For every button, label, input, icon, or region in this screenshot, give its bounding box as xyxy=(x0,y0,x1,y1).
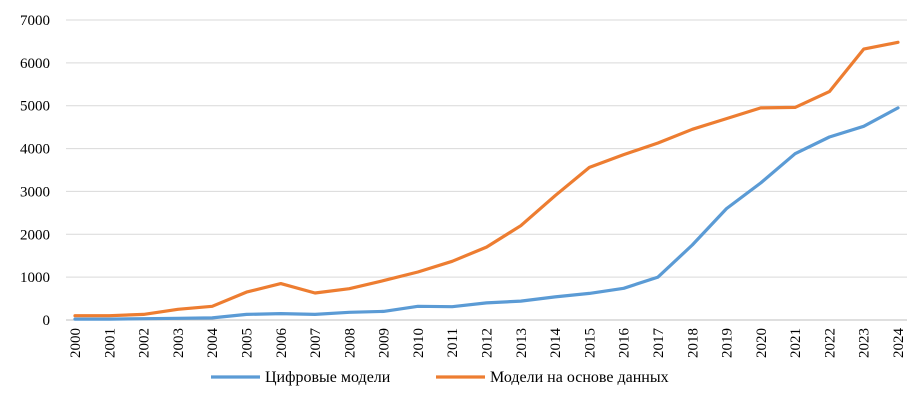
x-tick-label: 2004 xyxy=(205,328,221,359)
x-tick-label: 2012 xyxy=(480,328,496,358)
x-tick-label: 2016 xyxy=(617,328,633,359)
x-tick-label: 2021 xyxy=(788,328,804,358)
y-tick-label: 0 xyxy=(43,313,51,329)
x-axis-tick-labels: 2000 2001 2002 2003 2004 2005 2006 2007 2008 2009… xyxy=(68,328,907,359)
x-tick-label: 2022 xyxy=(822,328,838,358)
y-tick-label: 1000 xyxy=(20,270,50,286)
y-tick-label: 6000 xyxy=(20,56,50,72)
x-tick-label: 2000 xyxy=(68,328,84,358)
y-tick-label: 3000 xyxy=(20,184,50,200)
series-line-1 xyxy=(73,40,900,318)
x-tick-label: 2013 xyxy=(514,328,530,358)
x-tick-label: 2005 xyxy=(239,328,255,358)
x-tick-label: 2008 xyxy=(342,328,358,358)
x-tick-label: 2024 xyxy=(891,328,907,359)
x-tick-label: 2009 xyxy=(377,328,393,358)
legend-label-digital-models: Цифровые модели xyxy=(265,369,391,386)
y-tick-label: 5000 xyxy=(20,99,50,115)
x-tick-label: 2020 xyxy=(754,328,770,358)
series-lines xyxy=(73,40,900,321)
x-tick-label: 2003 xyxy=(171,328,187,358)
y-tick-label: 7000 xyxy=(20,13,50,29)
legend: Цифровые модели Модели на основе данных xyxy=(211,369,669,386)
x-tick-label: 2011 xyxy=(445,328,461,357)
x-tick-label: 2002 xyxy=(137,328,153,358)
legend-label-data-driven-models: Модели на основе данных xyxy=(490,369,669,386)
series-line-0 xyxy=(73,106,900,321)
y-tick-label: 2000 xyxy=(20,227,50,243)
x-tick-label: 2018 xyxy=(685,328,701,358)
x-tick-label: 2007 xyxy=(308,328,324,359)
x-tick-label: 2006 xyxy=(274,328,290,359)
x-tick-label: 2019 xyxy=(720,328,736,358)
y-axis-tick-labels: 0 1000 2000 3000 4000 5000 6000 7000 xyxy=(20,13,50,329)
gridlines xyxy=(66,19,907,321)
x-tick-label: 2001 xyxy=(102,328,118,358)
x-tick-label: 2015 xyxy=(582,328,598,358)
x-tick-label: 2014 xyxy=(548,328,564,359)
x-tick-label: 2017 xyxy=(651,328,667,359)
x-tick-label: 2023 xyxy=(857,328,873,358)
y-tick-label: 4000 xyxy=(20,142,50,158)
x-tick-label: 2010 xyxy=(411,328,427,358)
